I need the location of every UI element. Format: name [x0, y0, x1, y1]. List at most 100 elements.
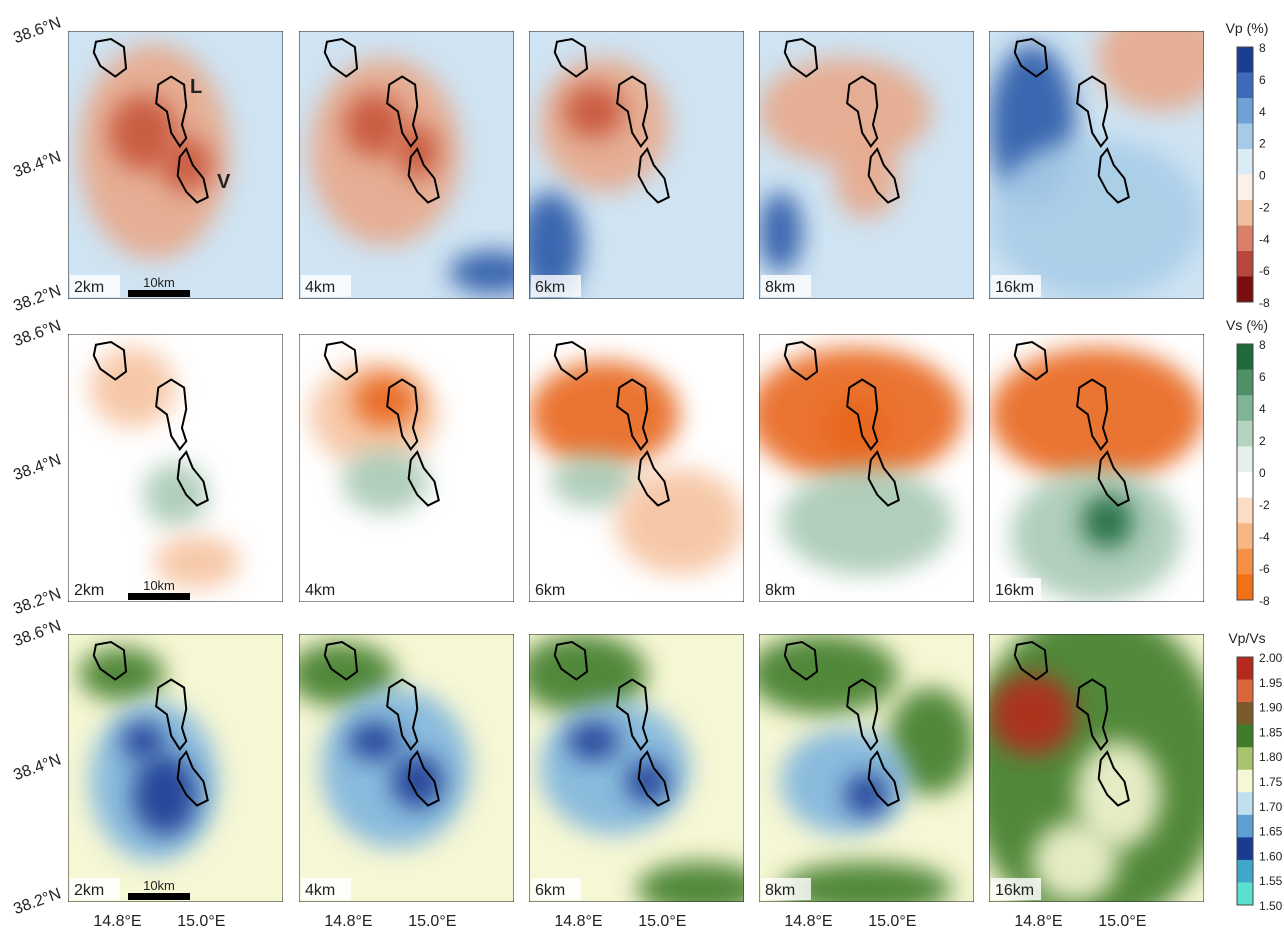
colorbar-step — [1237, 498, 1253, 511]
map-panel — [299, 31, 536, 299]
colorbar-step — [1237, 804, 1253, 816]
colorbar-step — [1237, 668, 1253, 680]
lon-label: 14.8°E — [784, 913, 832, 930]
colorbar-step — [1237, 446, 1253, 459]
anomaly — [637, 862, 766, 916]
colorbar-tick: -6 — [1259, 562, 1270, 576]
colorbar-step — [1237, 277, 1253, 290]
colorbar-step — [1237, 725, 1253, 737]
colorbar-step — [1237, 238, 1253, 251]
colorbar-step — [1237, 395, 1253, 408]
colorbar-step — [1237, 47, 1253, 60]
map-panel — [68, 31, 283, 299]
scale-bar-label: 10km — [143, 275, 175, 290]
colorbar-step — [1237, 421, 1253, 434]
colorbar-step — [1237, 702, 1253, 714]
scale-bar — [128, 290, 190, 297]
anomaly — [626, 760, 669, 803]
anomaly — [615, 468, 744, 575]
colorbar-tick: 2 — [1259, 434, 1266, 448]
colorbar-step — [1237, 485, 1253, 498]
lat-label: 38.6°N — [11, 617, 63, 650]
colorbar-step — [1237, 770, 1253, 782]
colorbar-step — [1237, 849, 1253, 861]
map-panel — [529, 334, 744, 602]
lat-label: 38.2°N — [11, 282, 63, 315]
depth-label: 6km — [535, 882, 565, 899]
map-panel — [68, 634, 283, 902]
colorbar-tick: 8 — [1259, 41, 1266, 55]
colorbar-step — [1237, 187, 1253, 200]
colorbar-step — [1237, 434, 1253, 447]
map-panel — [759, 31, 974, 299]
map-panel — [518, 634, 765, 915]
lon-label: 15.0°E — [868, 913, 916, 930]
anomaly — [989, 674, 1075, 754]
lat-label: 38.4°N — [11, 148, 63, 181]
island-label: V — [217, 171, 231, 193]
lon-label: 14.8°E — [93, 913, 141, 930]
lon-label: 14.8°E — [324, 913, 372, 930]
colorbar-step — [1237, 871, 1253, 883]
colorbar-step — [1237, 680, 1253, 692]
lat-label: 38.4°N — [11, 751, 63, 784]
figure: 2km10km38.6°N38.4°N38.2°N4km6km8km16kmVp… — [0, 0, 1284, 936]
depth-label: 6km — [535, 582, 565, 599]
anomaly — [563, 85, 623, 139]
colorbar-tick: -4 — [1259, 530, 1270, 544]
depth-label: 16km — [995, 279, 1034, 296]
map-panel — [748, 634, 974, 915]
anomaly — [568, 722, 620, 760]
map-panel — [989, 4, 1226, 299]
colorbar-step — [1237, 826, 1253, 838]
anomaly — [834, 138, 899, 218]
map-panel — [68, 334, 283, 602]
lon-label: 14.8°E — [1014, 913, 1062, 930]
colorbar-tick: 2.00 — [1259, 651, 1283, 665]
lat-label: 38.4°N — [11, 451, 63, 484]
colorbar-step — [1237, 713, 1253, 725]
anomaly — [90, 347, 176, 427]
colorbar-step — [1237, 344, 1253, 357]
colorbar-step — [1237, 860, 1253, 872]
colorbar-step — [1237, 657, 1253, 669]
anomaly — [143, 463, 208, 527]
colorbar-step — [1237, 523, 1253, 536]
depth-label: 2km — [74, 582, 104, 599]
map-panel — [288, 634, 514, 902]
lon-label: 15.0°E — [408, 913, 456, 930]
colorbar-tick: 6 — [1259, 370, 1266, 384]
colorbar-step — [1237, 213, 1253, 226]
lat-label: 38.2°N — [11, 885, 63, 918]
lon-label: 15.0°E — [638, 913, 686, 930]
anomaly — [122, 722, 165, 760]
colorbar-step — [1237, 382, 1253, 395]
colorbar-step — [1237, 136, 1253, 149]
anomaly — [1032, 822, 1118, 902]
colorbar-tick: 1.50 — [1259, 899, 1283, 913]
colorbar-step — [1237, 459, 1253, 472]
colorbar-step — [1237, 73, 1253, 86]
colorbar-step — [1237, 736, 1253, 748]
colorbar-tick: 1.90 — [1259, 701, 1283, 715]
colorbar-tick: 1.80 — [1259, 750, 1283, 764]
colorbar-step — [1237, 149, 1253, 162]
map-panel — [518, 31, 744, 299]
anomaly — [781, 468, 953, 575]
colorbar-tick: 1.65 — [1259, 825, 1283, 839]
anomaly — [342, 449, 428, 513]
colorbar-tick: 0 — [1259, 466, 1266, 480]
colorbar-step — [1237, 264, 1253, 277]
colorbar-step — [1237, 226, 1253, 239]
colorbar-tick: 1.85 — [1259, 725, 1283, 739]
colorbar-step — [1237, 815, 1253, 827]
colorbar-tick: 4 — [1259, 105, 1266, 119]
anomaly — [540, 701, 691, 835]
colorbar-step — [1237, 574, 1253, 587]
anomaly — [450, 251, 536, 294]
colorbar-tick: -2 — [1259, 200, 1270, 214]
scale-bar-label: 10km — [143, 878, 175, 893]
anomaly — [529, 361, 680, 468]
colorbar-tick: 6 — [1259, 73, 1266, 87]
colorbar-step — [1237, 289, 1253, 302]
